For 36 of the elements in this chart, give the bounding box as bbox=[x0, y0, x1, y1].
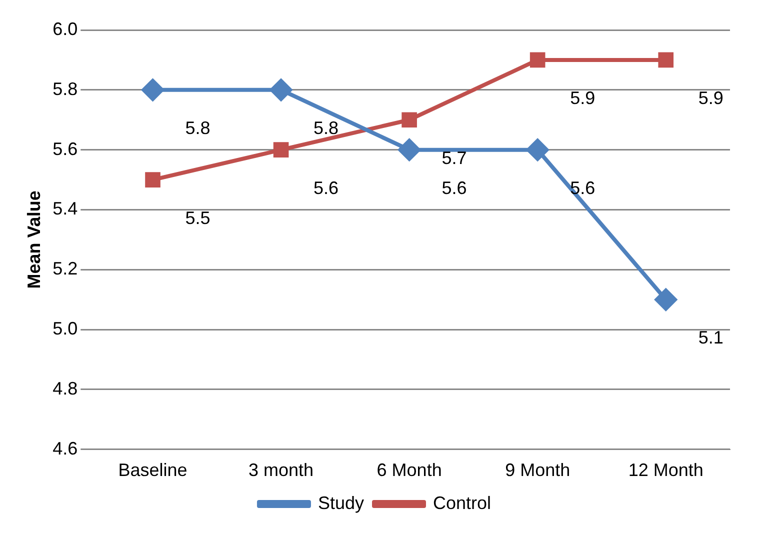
data-label: 5.7 bbox=[442, 148, 467, 168]
y-tick-label: 4.6 bbox=[52, 438, 78, 458]
x-tick-label: 6 Month bbox=[376, 460, 442, 480]
y-tick-label: 4.8 bbox=[52, 378, 78, 398]
data-label: 5.6 bbox=[570, 178, 596, 198]
point bbox=[658, 52, 674, 68]
x-tick-label: 3 month bbox=[248, 460, 314, 480]
point bbox=[402, 112, 417, 128]
point bbox=[526, 138, 549, 161]
y-tick-label: 5.6 bbox=[52, 138, 78, 159]
data-label: 5.9 bbox=[570, 88, 596, 108]
point bbox=[654, 288, 677, 311]
x-tick-label: Baseline bbox=[118, 460, 188, 480]
point bbox=[270, 78, 292, 101]
y-tick-label: 5.0 bbox=[52, 318, 78, 339]
x-tick-label: 9 Month bbox=[505, 460, 570, 480]
y-tick-label: 5.4 bbox=[52, 198, 78, 219]
data-label: 5.6 bbox=[442, 178, 467, 198]
data-label: 5.8 bbox=[185, 118, 210, 138]
data-label: 5.9 bbox=[698, 88, 724, 108]
data-label: 5.5 bbox=[185, 208, 210, 228]
data-label: 5.1 bbox=[698, 328, 724, 348]
point bbox=[142, 78, 164, 101]
data-label: 5.6 bbox=[314, 178, 339, 198]
point bbox=[530, 52, 546, 68]
y-axis-title: Mean Value bbox=[24, 190, 44, 289]
y-tick-label: 6.0 bbox=[52, 18, 78, 39]
point bbox=[145, 172, 160, 188]
data-label: 5.8 bbox=[314, 118, 339, 138]
y-tick-label: 5.2 bbox=[52, 258, 78, 279]
y-tick-label: 5.8 bbox=[52, 78, 78, 99]
point bbox=[398, 138, 420, 161]
legend-label: Study bbox=[318, 492, 364, 513]
x-tick-label: 12 Month bbox=[628, 460, 704, 480]
legend-label: Control bbox=[433, 492, 492, 513]
point bbox=[273, 142, 289, 158]
